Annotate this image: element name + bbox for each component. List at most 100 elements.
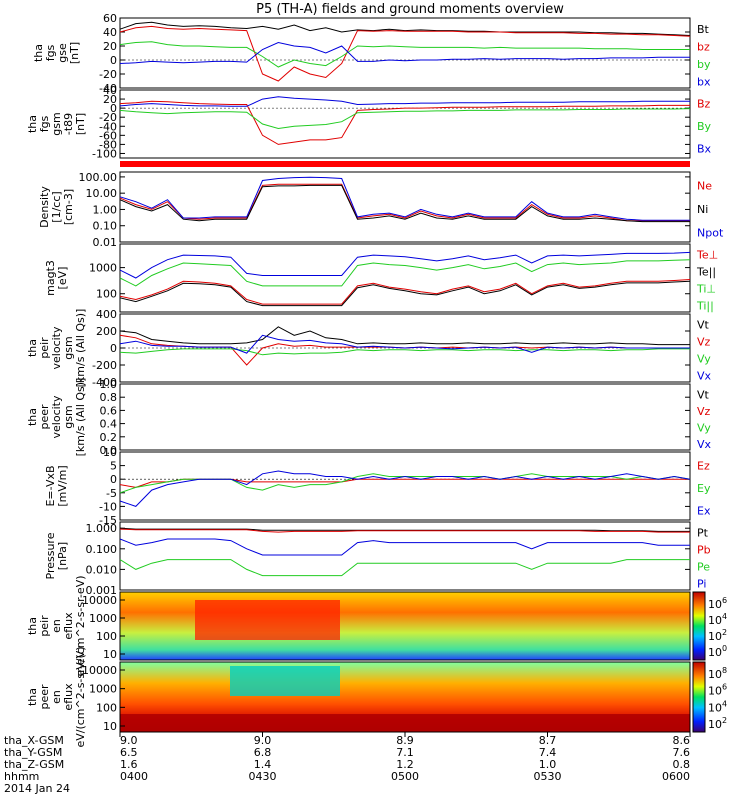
legend-entry: Ti⊥ — [696, 283, 716, 296]
y-tick-label: -60 — [99, 129, 117, 142]
series-Te⊥ — [119, 279, 691, 305]
panel-ylabel: [nT] — [68, 42, 81, 64]
legend-entry: Bz — [697, 97, 711, 110]
series-Pe — [119, 559, 690, 577]
panel-ylabel: [nPa] — [56, 542, 69, 570]
y-tick-label: 0.010 — [86, 563, 118, 576]
colorbar-tick-exponent: 2 — [722, 628, 727, 637]
x-tick-label: 0.8 — [673, 758, 691, 771]
y-tick-label: 10000 — [82, 664, 117, 677]
panel-ylabel: tha — [32, 44, 45, 62]
y-tick-label: -40 — [99, 82, 117, 95]
spectrogram-frame — [119, 591, 691, 661]
x-tick-label: 0530 — [534, 770, 562, 783]
panel-ylabel: magt3 — [44, 260, 57, 296]
series-Vt — [119, 326, 690, 346]
series-bz — [119, 25, 691, 82]
y-tick-label: 100 — [96, 630, 117, 643]
series-Bx — [119, 96, 690, 107]
y-tick-label: 100 — [96, 288, 117, 301]
y-tick-label: 0 — [110, 342, 117, 355]
panel-ylabel: tha — [26, 339, 39, 357]
x-tick-label: 6.5 — [120, 746, 138, 759]
legend-entry: bx — [697, 75, 711, 88]
panel-ylabel: peer — [38, 684, 51, 710]
legend-entry: Te|| — [696, 266, 716, 279]
x-tick-label: 1.4 — [254, 758, 272, 771]
series-Pt — [119, 527, 690, 532]
y-tick-label: -200 — [92, 359, 117, 372]
legend-entry: Vy — [697, 353, 711, 366]
x-tick-label: 1.2 — [396, 758, 414, 771]
series-Ez — [119, 478, 690, 488]
x-tick-label: 8.7 — [539, 734, 557, 747]
x-tick-label: 0500 — [391, 770, 419, 783]
panel-ylabel: peir — [38, 615, 51, 637]
panel-ylabel: eV/(cm^2-s-sr-eV) — [74, 575, 87, 676]
legend-entry: Ni — [697, 203, 708, 216]
panel-ylabel: fgs — [44, 44, 57, 61]
colorbar-tick-exponent: 4 — [722, 699, 727, 708]
legend-entry: Vt — [697, 319, 710, 332]
panel-density: 100.00 10.00 1.00 0.10 0.01 Density [1/cc] [cm-… — [38, 171, 724, 249]
panel-ylabel: [km/s (All Qs)] — [74, 378, 87, 457]
panel-ylabel: [eV] — [56, 267, 69, 290]
spectrogram-feature — [230, 666, 340, 696]
y-tick-label: 200 — [96, 325, 117, 338]
panel-ylabel: gsm — [50, 112, 63, 135]
panel-ylabel: Density — [38, 186, 51, 228]
y-tick-label: 1.00 — [93, 203, 118, 216]
colorbar — [692, 591, 706, 661]
y-tick-label: 0 — [110, 102, 117, 115]
series-Vx — [119, 334, 690, 354]
x-axis-row-label: tha_Y-GSM — [4, 746, 62, 759]
y-tick-label: 0.0 — [100, 444, 118, 457]
y-tick-label: 40 — [103, 84, 117, 97]
y-tick-label: 0.8 — [100, 391, 118, 404]
series-Ne — [119, 183, 690, 222]
panel-ylabel: tha — [26, 617, 39, 635]
legend-entry: Bx — [697, 143, 712, 156]
y-tick-label: 0.001 — [86, 584, 118, 597]
y-tick-label: 0 — [110, 473, 117, 486]
spectrogram-feature — [195, 600, 340, 640]
colorbar-tick-exponent: 2 — [722, 716, 727, 725]
y-tick-label: 10 — [103, 446, 117, 459]
legend-entry: Pb — [697, 544, 711, 557]
legend-entry: Te⊥ — [696, 249, 718, 262]
series-Vy — [119, 348, 690, 356]
panel-ylabel: [km/s (All Qs)] — [74, 309, 87, 388]
y-tick-label: 0.10 — [93, 220, 118, 233]
y-tick-label: 10000 — [82, 594, 117, 607]
panel-peer_velocity: 1.00.80.60.40.20.0 tha peer velocity gsm [km/… — [26, 378, 712, 457]
panel-pressure: 1.000 0.100 0.010 0.001 Pressure [nPa] Pt Pb Pe P… — [44, 521, 711, 597]
y-tick-label: -40 — [99, 120, 117, 133]
series-Ex — [119, 470, 691, 507]
legend-entry: Pi — [697, 578, 706, 591]
legend-entry: Npot — [697, 226, 724, 239]
series-Pi — [119, 538, 690, 556]
colorbar-tick-exponent: 6 — [722, 596, 727, 605]
series-Ti⊥ — [119, 259, 691, 287]
colorbar-tick-label: 106 — [708, 596, 727, 611]
panel-temperature: 1000 100 magt3 [eV] Te⊥ Te|| Ti⊥ Ti|| — [44, 243, 718, 313]
panel-ylabel: eV/(cm^2-s-sr-eV) — [74, 646, 87, 747]
x-tick-label: 8.9 — [396, 734, 414, 747]
x-tick-label: 8.6 — [673, 734, 691, 747]
y-tick-label: 20 — [103, 40, 117, 53]
panel-ylabel: en — [50, 690, 63, 704]
x-tick-label: 1.0 — [539, 758, 557, 771]
panel-ylabel: gsm — [62, 405, 75, 428]
series-Ni — [119, 184, 690, 223]
series-by — [119, 41, 690, 68]
y-tick-label: -20 — [99, 111, 117, 124]
y-tick-label: 0.01 — [93, 236, 118, 249]
panel-peir_velocity: 400 200 0 -200 -400 tha peir velocity gsm [km/s (… — [26, 308, 712, 389]
legend-entry: Ez — [697, 459, 710, 472]
